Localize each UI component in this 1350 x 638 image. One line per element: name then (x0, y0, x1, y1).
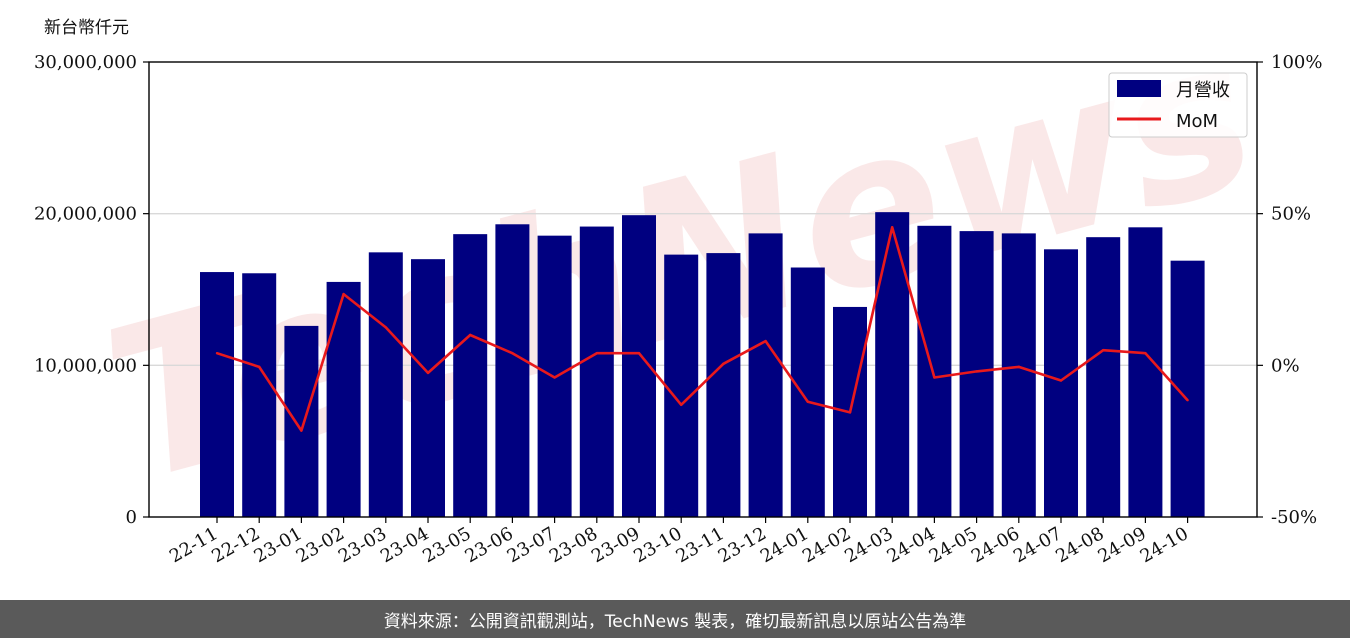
y-left-tick-label: 0 (126, 507, 137, 528)
mom-point-23-02 (342, 292, 345, 296)
bar-23-06 (495, 224, 530, 518)
y-right-tick-label: -50% (1271, 507, 1317, 528)
y-axis-unit-label: 新台幣仟元 (44, 18, 129, 38)
bar-23-05 (453, 234, 488, 517)
bar-23-04 (411, 259, 445, 517)
line-layer (215, 226, 1189, 432)
legend: 月營收 MoM (1108, 72, 1248, 138)
x-tick-label: 24-10 (1137, 523, 1192, 567)
y-right-tick-label: 0% (1271, 355, 1300, 376)
bar-23-10 (664, 254, 699, 517)
bar-22-12 (242, 273, 277, 517)
y-left-tick-label: 10,000,000 (34, 355, 137, 376)
legend-label-revenue: 月營收 (1176, 80, 1230, 101)
bar-24-09 (1128, 227, 1163, 518)
mom-point-24-09 (1144, 352, 1147, 355)
mom-point-24-08 (1102, 348, 1105, 352)
mom-point-23-03 (384, 326, 387, 329)
mom-point-23-12 (764, 339, 767, 343)
bar-24-01 (790, 267, 825, 517)
mom-point-22-11 (215, 352, 219, 355)
mom-point-23-09 (637, 352, 641, 355)
mom-point-23-06 (511, 352, 514, 355)
mom-point-24-02 (848, 411, 852, 414)
mom-point-24-10 (1186, 399, 1189, 402)
plot-frame (148, 61, 1258, 518)
mom-point-24-07 (1059, 379, 1063, 382)
y-left-tick-label: 30,000,000 (34, 52, 137, 73)
chart-svg: TechNews 新台幣仟元 010,000,00020,000,00030,0… (34, 0, 1323, 567)
bar-24-03 (875, 212, 910, 517)
mom-point-24-01 (806, 400, 809, 403)
mom-line (216, 226, 1189, 432)
mom-point-23-11 (722, 362, 725, 366)
legend-label-mom: MoM (1176, 111, 1218, 132)
legend-bar-swatch (1117, 80, 1161, 97)
mom-point-24-05 (975, 370, 978, 373)
mom-point-23-01 (300, 429, 303, 432)
bar-22-11 (200, 272, 234, 517)
bar-24-06 (1001, 233, 1036, 517)
mom-point-23-04 (426, 371, 430, 375)
bar-23-12 (748, 233, 783, 517)
bar-23-11 (706, 253, 741, 517)
source-footer-text: 資料來源：公開資訊觀測站，TechNews 製表，確切最新訊息以原站公告為準 (383, 611, 967, 632)
bar-23-02 (326, 281, 361, 517)
mom-point-23-10 (680, 403, 683, 406)
mom-point-23-08 (595, 352, 598, 355)
bar-24-08 (1086, 237, 1121, 518)
mom-point-24-03 (891, 226, 894, 229)
y-right-tick-label: 50% (1271, 204, 1311, 225)
bar-23-03 (368, 252, 403, 517)
bar-24-07 (1044, 249, 1078, 517)
source-footer: 資料來源：公開資訊觀測站，TechNews 製表，確切最新訊息以原站公告為準 (0, 600, 1350, 638)
bar-24-04 (917, 225, 952, 518)
y-left-tick-label: 20,000,000 (34, 204, 137, 225)
y-right-tick-label: 100% (1271, 52, 1322, 73)
bar-23-08 (579, 226, 614, 517)
mom-point-23-07 (553, 376, 556, 379)
mom-point-24-06 (1017, 365, 1020, 369)
mom-point-24-04 (933, 376, 936, 379)
mom-point-23-05 (469, 333, 472, 337)
chart: TechNews 新台幣仟元 010,000,00020,000,00030,0… (34, 0, 1323, 567)
mom-point-22-12 (258, 365, 261, 369)
bar-23-01 (284, 325, 319, 517)
